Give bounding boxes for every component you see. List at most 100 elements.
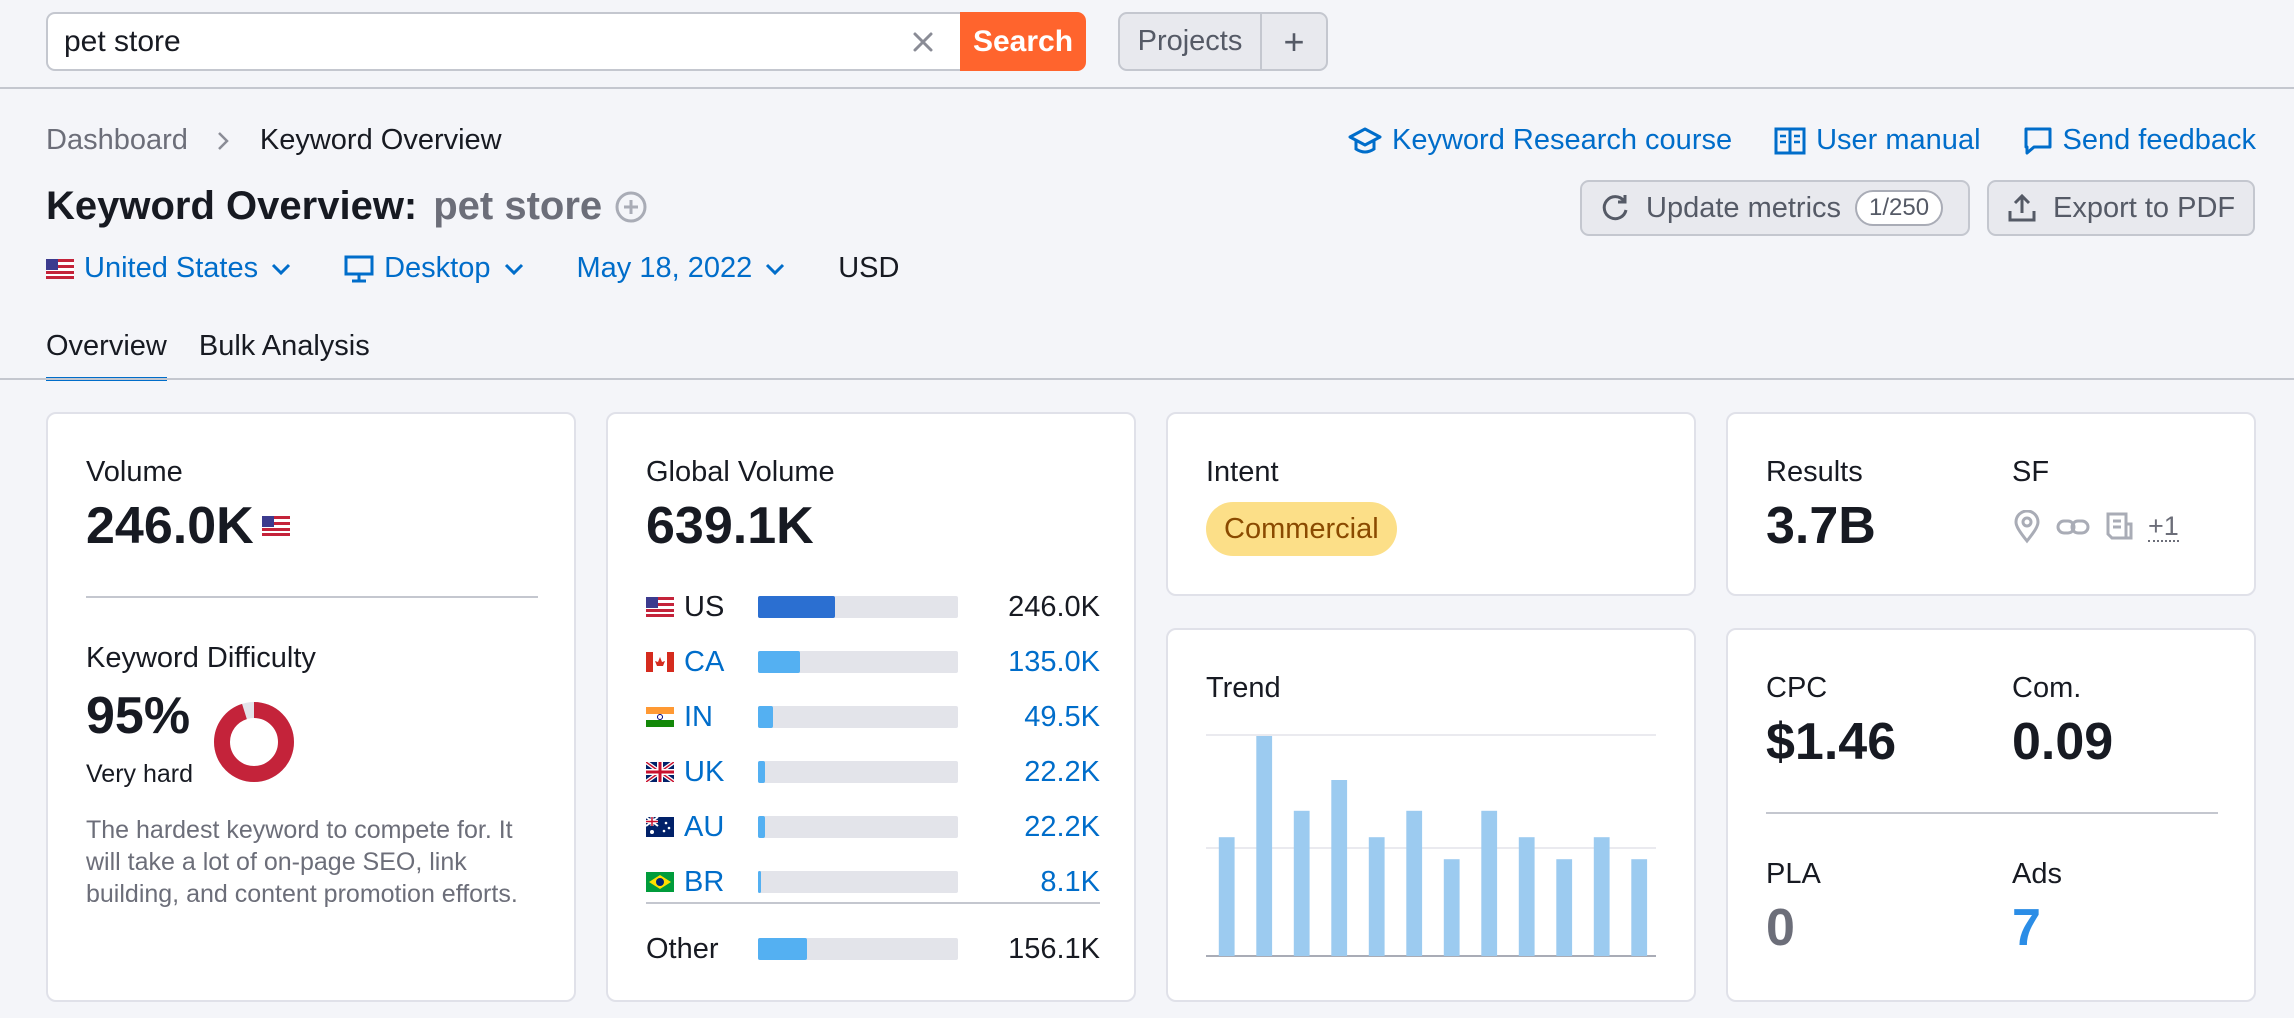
article-icon — [2106, 512, 2133, 540]
device-label: Desktop — [384, 252, 491, 284]
gv-other-label: Other — [646, 932, 719, 965]
chevron-down-icon — [766, 263, 785, 275]
trend-bar — [1518, 837, 1535, 956]
gv-row-ca: CA 135.0K — [646, 645, 1100, 678]
gv-bar — [758, 596, 958, 618]
gv-row-in: IN 49.5K — [646, 700, 1100, 733]
gv-row-uk: UK 22.2K — [646, 755, 1100, 788]
trend-bar — [1556, 859, 1573, 956]
intent-card: Intent Commercial — [1166, 412, 1696, 596]
trend-card: Trend — [1166, 628, 1696, 1002]
uk-flag-icon — [646, 762, 674, 782]
book-icon — [1774, 127, 1806, 154]
trend-bar — [1293, 810, 1310, 956]
gv-other-value: 156.1K — [1008, 932, 1100, 965]
gv-value[interactable]: 22.2K — [1024, 755, 1100, 788]
projects-button[interactable]: Projects — [1120, 14, 1262, 69]
user-manual-link[interactable]: User manual — [1774, 124, 1981, 157]
trend-bar — [1631, 859, 1648, 956]
location-pin-icon — [2014, 510, 2040, 544]
search-input[interactable] — [64, 24, 924, 59]
gv-value[interactable]: 8.1K — [1040, 865, 1100, 898]
gv-bar-fill — [758, 651, 800, 673]
breadcrumb-current: Keyword Overview — [259, 124, 502, 156]
gv-bar-fill — [758, 871, 761, 893]
gv-bar — [758, 871, 958, 893]
top-bar: Search Projects + — [0, 0, 2294, 89]
clear-search-icon[interactable] — [908, 27, 938, 57]
ads-value[interactable]: 7 — [2012, 899, 2041, 957]
cpc-label: CPC — [1766, 672, 1828, 704]
kd-description: The hardest keyword to compete for. It w… — [86, 816, 518, 908]
volume-card: Volume 246.0K Keyword Difficulty 95% Ver… — [46, 412, 576, 1002]
export-pdf-button[interactable]: Export to PDF — [1987, 180, 2255, 236]
gv-bar — [758, 816, 958, 838]
breadcrumb: Dashboard Keyword Overview — [46, 124, 502, 157]
intent-badge: Commercial — [1206, 502, 1397, 556]
export-pdf-label: Export to PDF — [2053, 191, 2236, 224]
search-field-wrapper — [46, 12, 960, 71]
gv-country-code[interactable]: BR — [684, 865, 725, 898]
update-metrics-button[interactable]: Update metrics 1/250 — [1580, 180, 1970, 236]
gv-bar-fill — [758, 596, 835, 618]
pla-label: PLA — [1766, 858, 1821, 890]
course-link-label: Keyword Research course — [1392, 124, 1733, 156]
add-project-button[interactable]: + — [1283, 20, 1305, 62]
header-links: Keyword Research course User manual Send… — [1306, 124, 2256, 157]
search-button[interactable]: Search — [960, 12, 1086, 71]
trend-bar — [1593, 837, 1610, 956]
gv-value[interactable]: 135.0K — [1008, 645, 1100, 678]
filters-bar: United States Desktop May 18, 2022 USD — [46, 252, 899, 285]
title-prefix: Keyword Overview: — [46, 184, 418, 228]
gv-country-code[interactable]: CA — [684, 645, 725, 678]
send-feedback-link[interactable]: Send feedback — [2023, 124, 2256, 157]
date-select[interactable]: May 18, 2022 — [577, 252, 787, 285]
update-counter-badge: 1/250 — [1855, 190, 1944, 226]
sf-more-link[interactable]: +1 — [2148, 511, 2179, 542]
trend-chart — [1206, 734, 1656, 957]
in-flag-icon — [646, 707, 674, 727]
global-volume-label: Global Volume — [646, 456, 835, 488]
gv-value[interactable]: 49.5K — [1024, 700, 1100, 733]
trend-label: Trend — [1206, 672, 1281, 704]
country-label: United States — [84, 252, 259, 284]
results-label: Results — [1766, 456, 1863, 488]
device-select[interactable]: Desktop — [344, 252, 524, 285]
kd-donut — [214, 702, 294, 782]
global-volume-value: 639.1K — [646, 497, 814, 555]
pla-value: 0 — [1766, 899, 1795, 957]
gv-bar-fill — [758, 761, 765, 783]
sf-label: SF — [2012, 456, 2050, 488]
gv-value[interactable]: 22.2K — [1024, 810, 1100, 843]
gv-other-divider — [646, 902, 1100, 904]
currency-label: USD — [838, 252, 900, 284]
intent-label: Intent — [1206, 456, 1279, 488]
cpc-divider — [1766, 812, 2218, 814]
volume-value: 246.0K — [86, 497, 254, 555]
chevron-right-icon — [217, 131, 229, 150]
gv-country-code[interactable]: IN — [684, 700, 713, 733]
cpc-value: $1.46 — [1766, 713, 1897, 771]
ca-flag-icon — [646, 652, 674, 672]
kd-label: Keyword Difficulty — [86, 642, 316, 674]
sf-icons: +1 — [2012, 510, 2179, 544]
manual-link-label: User manual — [1816, 124, 1981, 156]
br-flag-icon — [646, 872, 674, 892]
results-card: Results 3.7B SF +1 — [1726, 412, 2256, 596]
keyword-research-course-link[interactable]: Keyword Research course — [1348, 124, 1732, 157]
tab-overview[interactable]: Overview — [46, 330, 167, 381]
country-select[interactable]: United States — [46, 252, 292, 285]
projects-group: Projects + — [1118, 12, 1328, 71]
trend-bar — [1481, 810, 1498, 956]
tab-bulk-analysis[interactable]: Bulk Analysis — [198, 330, 370, 362]
upload-icon — [2008, 193, 2036, 222]
add-circle-icon[interactable] — [614, 190, 648, 224]
global-volume-card: Global Volume 639.1K US 246.0K CA 135.0K IN 4… — [606, 412, 1136, 1002]
update-metrics-label: Update metrics — [1646, 191, 1842, 224]
trend-bar — [1218, 837, 1235, 956]
gv-country-code[interactable]: AU — [684, 810, 725, 843]
breadcrumb-dashboard[interactable]: Dashboard — [46, 124, 188, 156]
gv-row-br: BR 8.1K — [646, 865, 1100, 898]
gv-bar-fill — [758, 706, 774, 728]
gv-country-code[interactable]: UK — [684, 755, 725, 788]
